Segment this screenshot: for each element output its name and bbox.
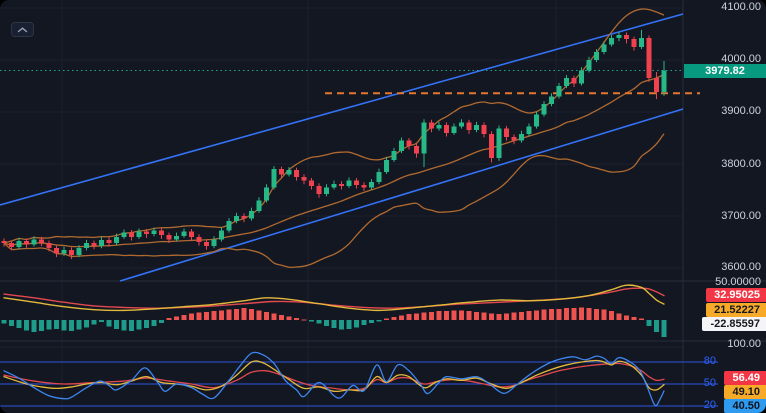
chevron-up-icon bbox=[17, 26, 28, 32]
price-scale-label: 3700.00 bbox=[721, 210, 761, 222]
stochastic-level-label: 80 bbox=[703, 355, 716, 367]
indicator-value-badge: 56.49 bbox=[724, 371, 766, 385]
indicator-value-badge: 21.52227 bbox=[706, 303, 766, 317]
price-scale-label: 3800.00 bbox=[721, 158, 761, 170]
price-scale-label: 100.00 bbox=[727, 338, 761, 350]
collapse-indicators-button[interactable] bbox=[11, 22, 34, 37]
price-scale-label: 4100.00 bbox=[721, 1, 761, 13]
price-scale-label: 3600.00 bbox=[721, 261, 761, 273]
indicator-value-badge: 49.10 bbox=[724, 385, 766, 399]
price-scale-label: 50.00000 bbox=[715, 276, 761, 288]
price-scale-label: 3900.00 bbox=[721, 105, 761, 117]
price-scale-label: 4000.00 bbox=[721, 53, 761, 65]
stochastic-level-label: 20 bbox=[703, 399, 716, 411]
indicator-value-badge: 40.50 bbox=[724, 399, 766, 413]
indicator-value-badge: 32.95025 bbox=[706, 288, 766, 302]
last-price-badge: 3979.82 bbox=[684, 64, 766, 78]
stochastic-level-label: 50 bbox=[703, 377, 716, 389]
indicator-value-badge: -22.85597 bbox=[702, 317, 766, 331]
